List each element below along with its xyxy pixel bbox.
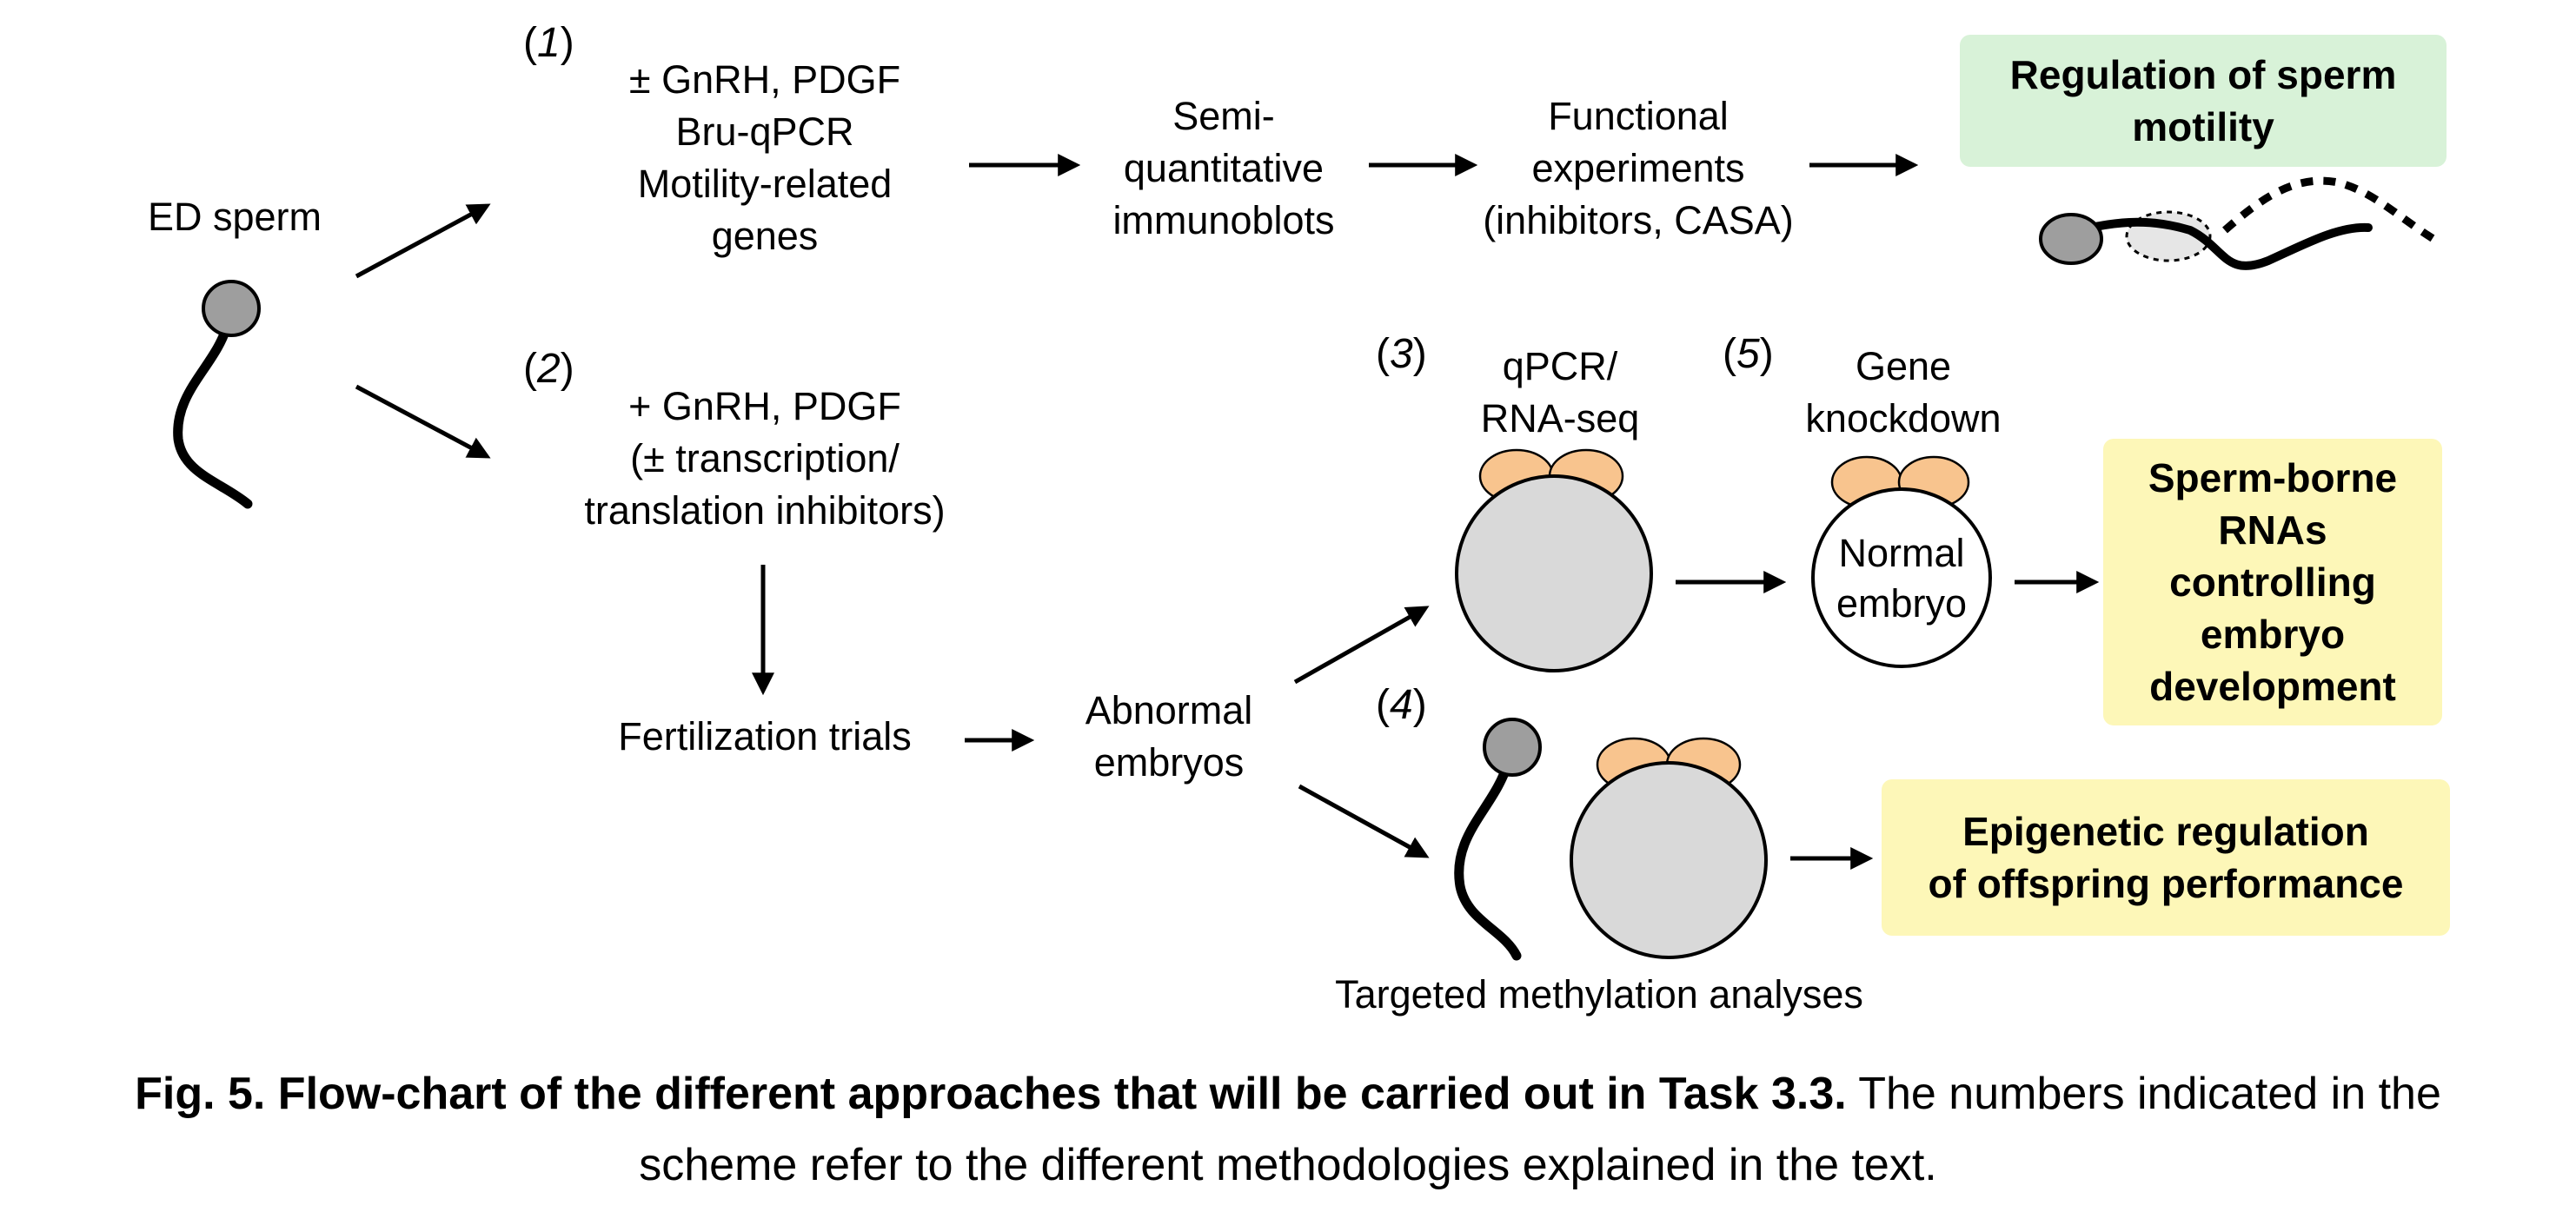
abnormal-embryos-label: Abnormal embryos [1085,688,1253,785]
figure-caption: Fig. 5. Flow-chart of the different appr… [52,1058,2524,1201]
motility-outcome-box: Regulation of sperm motility [1960,35,2447,167]
embryo-methylation-icon [1570,737,1768,959]
rna-outcome-box: Sperm-borne RNAs controlling embryo deve… [2103,439,2442,725]
caption-rest: The numbers indicated in the scheme refe… [639,1069,2441,1190]
branch-1-number: (1) [523,20,574,66]
branch-1-number-digit: 1 [536,20,561,66]
branch-3-number-digit: 3 [1389,331,1413,377]
caption-bold: Fig. 5. Flow-chart of the different appr… [135,1069,1847,1119]
embryo-qpcr-icon [1455,448,1653,672]
branch-2-treatment: + GnRH, PDGF (± transcription/ translati… [584,384,946,533]
arrow-to-branch2 [355,384,491,459]
branch-2-number-digit: 2 [536,346,561,392]
arrow-to-qpcr-embryo [1293,606,1430,685]
epigenetic-outcome-box: Epigenetic regulation of offspring perfo… [1882,779,2450,936]
normal-embryo-label: Normal embryo [1836,531,1968,626]
methylation-sperm-icon [1454,718,1542,961]
fertilization-label: Fertilization trials [618,714,912,758]
qpcr-rnaseq-label: qPCR/ RNA-seq [1480,344,1640,440]
ed-sperm-label: ED sperm [147,195,322,239]
arrow-to-methylation [1298,784,1430,858]
gene-knockdown-label: Gene knockdown [1805,344,2002,440]
branch-2-number: (2) [523,346,574,392]
arrow-to-branch1 [355,203,491,279]
immunoblots-label: Semi- quantitative immunoblots [1112,94,1335,242]
branch-5-number: (5) [1723,331,1774,377]
normal-embryo-icon [1811,455,1992,668]
motile-sperm-icon [2039,176,2436,270]
branch-4-number: (4) [1376,682,1427,728]
branch-1-treatment: ± GnRH, PDGF Bru-qPCR Motility-related g… [628,57,901,258]
methylation-label: Targeted methylation analyses [1335,972,1863,1017]
branch-4-number-digit: 4 [1389,682,1413,728]
functional-experiments-label: Functional experiments (inhibitors, CASA… [1483,94,1794,242]
branch-5-number-digit: 5 [1736,331,1760,377]
branch-3-number: (3) [1376,331,1427,377]
ed-sperm-icon [173,280,261,509]
